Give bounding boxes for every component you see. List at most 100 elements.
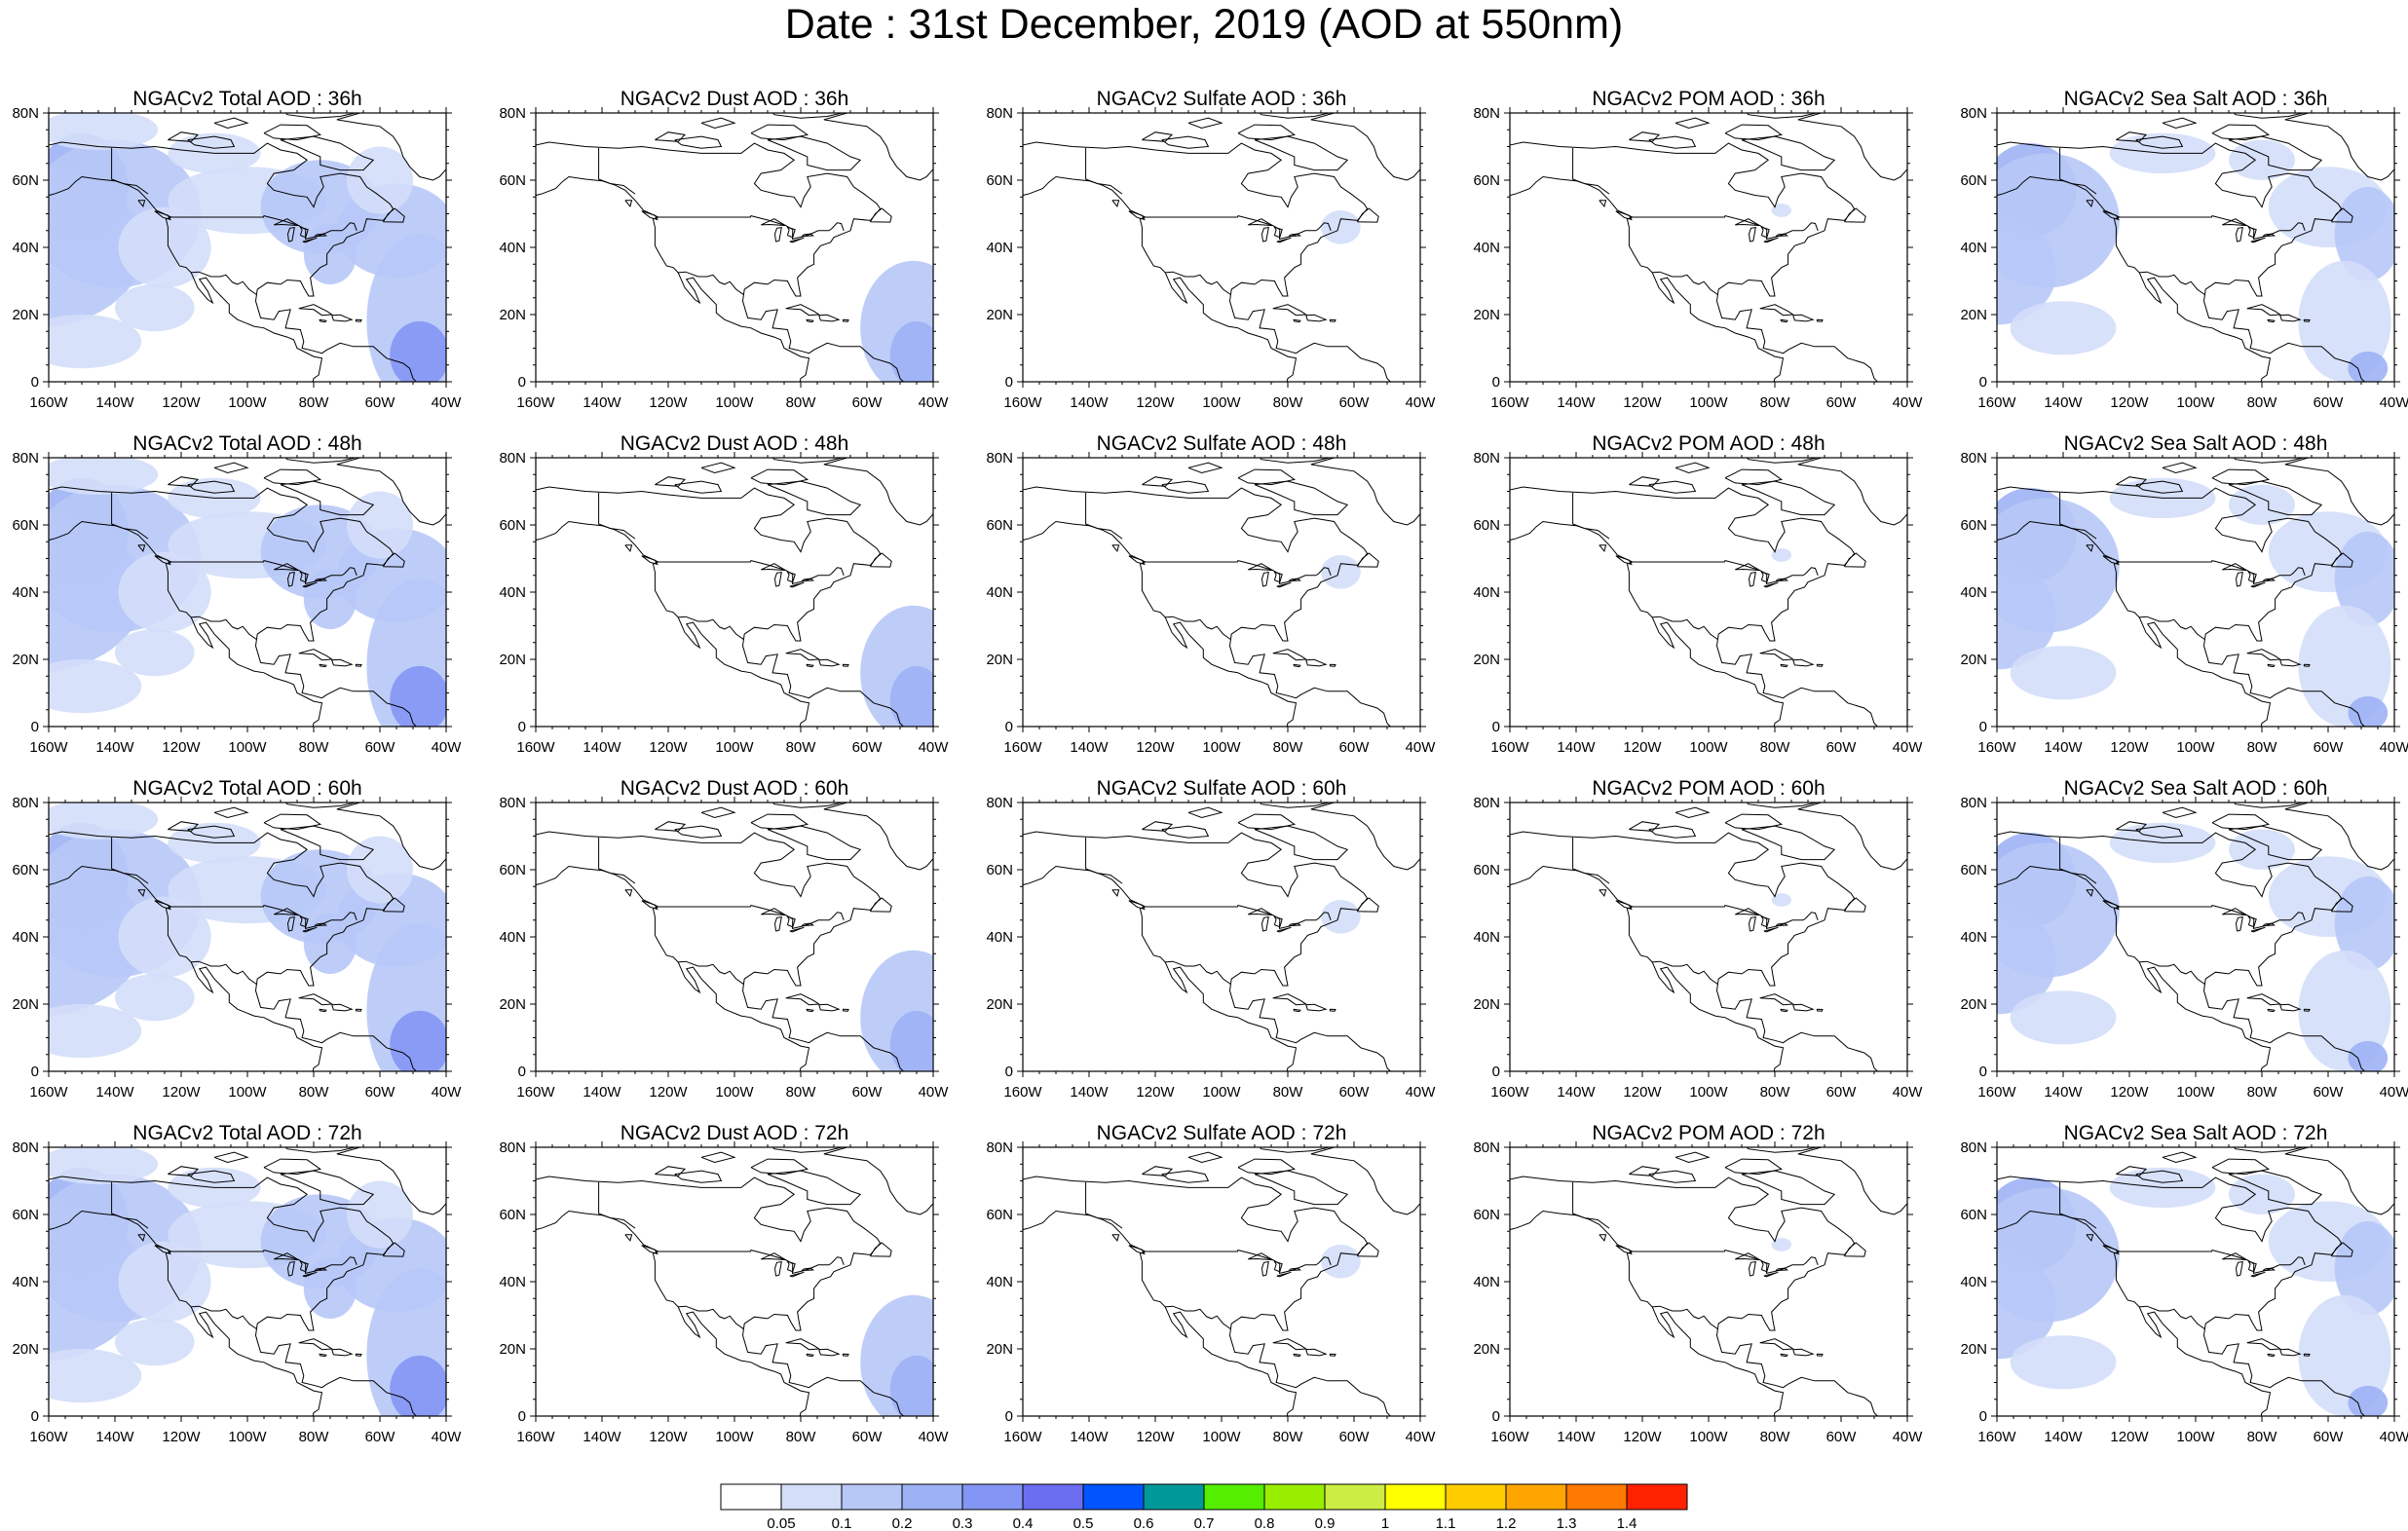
island-coastline	[2116, 476, 2148, 487]
y-tick-label: 0	[1005, 1408, 1013, 1425]
island-coastline	[1237, 813, 1297, 831]
island-coastline	[331, 314, 354, 322]
north-america-coastline	[49, 1176, 418, 1416]
north-america-coastline	[1510, 486, 1879, 727]
aod-shading	[2010, 990, 2117, 1045]
island-coastline	[806, 1353, 814, 1358]
x-tick-label: 120W	[1623, 739, 1662, 756]
y-tick-label: 80N	[986, 795, 1013, 811]
colorbar-label: 1.4	[1617, 1515, 1637, 1531]
panel-title: NGACv2 POM AOD : 48h	[1592, 432, 1825, 455]
y-tick-label: 80N	[499, 450, 526, 467]
panel-title: NGACv2 Total AOD : 60h	[132, 777, 362, 800]
coastlines	[1510, 458, 1907, 727]
great-lakes-outline	[273, 563, 299, 572]
colorbar: 0.05 0.1 0.2 0.3 0.4 0.5 0.6 0.7 0.8 0.9 1 1.1 1.2 1.…	[720, 1483, 1688, 1531]
x-tick-label: 120W	[1136, 1084, 1175, 1101]
great-lakes-outline	[2235, 916, 2243, 932]
aod-shading	[2229, 1174, 2295, 1214]
y-tick-label: 60N	[1960, 862, 1987, 878]
aod-shading	[49, 512, 145, 672]
island-coastline	[1237, 468, 1297, 486]
y-tick-label: 80N	[986, 105, 1013, 122]
y-tick-label: 40N	[499, 929, 526, 946]
great-lakes-outline	[773, 1261, 782, 1277]
island-coastline	[213, 1151, 249, 1164]
x-tick-label: 100W	[1689, 739, 1728, 756]
x-tick-label: 140W	[95, 1084, 134, 1101]
great-lakes-outline	[1763, 237, 1779, 243]
island-coastline	[1792, 1003, 1815, 1012]
y-tick-label: 0	[31, 374, 39, 391]
island-coastline	[1254, 480, 1349, 516]
island-coastline	[1599, 544, 1607, 552]
island-coastline	[1615, 210, 1633, 221]
alaska-canada-border	[598, 492, 636, 540]
aod-shading	[366, 1268, 446, 1416]
island-coastline	[1615, 900, 1633, 911]
island-coastline	[1746, 113, 1819, 119]
y-tick-label: 60N	[986, 1207, 1013, 1223]
us-mexico-border	[190, 1305, 257, 1330]
island-coastline	[1615, 555, 1633, 566]
panel-title: NGACv2 Total AOD : 36h	[132, 88, 362, 110]
island-coastline	[1816, 1008, 1824, 1012]
x-tick-label: 40W	[2380, 1429, 2408, 1445]
aod-field	[1997, 132, 2394, 382]
y-tick-label: 80N	[499, 105, 526, 122]
island-coastline	[2102, 900, 2120, 911]
x-tick-label: 80W	[1760, 1084, 1791, 1101]
us-mexico-border	[1651, 1305, 1718, 1330]
aod-shading	[118, 896, 211, 978]
aod-shading	[49, 1147, 159, 1184]
island-coastline	[1293, 1353, 1301, 1358]
island-coastline	[187, 1170, 236, 1183]
y-tick-label: 20N	[1473, 307, 1500, 323]
us-mexico-border	[2138, 960, 2205, 986]
island-coastline	[280, 825, 375, 861]
great-lakes-outline	[2250, 581, 2266, 588]
island-coastline	[1843, 897, 1866, 913]
island-coastline	[2246, 649, 2282, 661]
x-tick-label: 120W	[649, 739, 688, 756]
x-tick-label: 60W	[2314, 394, 2345, 411]
us-canada-border	[2119, 215, 2306, 241]
x-tick-label: 120W	[2110, 394, 2149, 411]
aod-shading	[889, 665, 933, 727]
x-tick-label: 160W	[1003, 739, 1042, 756]
us-canada-border	[2119, 905, 2306, 930]
island-coastline	[2330, 1242, 2353, 1257]
island-coastline	[1816, 1353, 1824, 1357]
x-tick-label: 140W	[583, 394, 621, 411]
x-tick-label: 120W	[162, 394, 201, 411]
us-canada-border	[2119, 560, 2306, 585]
island-coastline	[624, 544, 633, 552]
x-tick-label: 140W	[2044, 739, 2083, 756]
island-coastline	[2233, 458, 2306, 464]
island-coastline	[355, 1353, 362, 1357]
x-tick-label: 80W	[1273, 1429, 1304, 1445]
y-tick-label: 60N	[1473, 862, 1500, 878]
alaska-canada-border	[111, 837, 149, 884]
island-coastline	[319, 1008, 327, 1013]
island-coastline	[641, 210, 658, 221]
x-tick-label: 60W	[365, 739, 396, 756]
island-coastline	[1746, 803, 1819, 808]
island-coastline	[1111, 1234, 1120, 1242]
us-mexico-border	[190, 616, 257, 641]
island-coastline	[842, 318, 849, 322]
island-coastline	[1187, 1151, 1223, 1164]
x-tick-label: 60W	[852, 1429, 884, 1445]
x-tick-label: 80W	[786, 1429, 817, 1445]
island-coastline	[1272, 304, 1308, 317]
y-tick-label: 80N	[499, 795, 526, 811]
x-tick-label: 100W	[1202, 739, 1241, 756]
y-tick-label: 80N	[1473, 105, 1500, 122]
island-coastline	[1648, 1170, 1697, 1183]
map-panel-dust-48h: NGACv2 Dust AOD : 48h 160W 140W 120W 100W 80W…	[491, 432, 978, 775]
x-tick-label: 140W	[1557, 1084, 1596, 1101]
island-coastline	[187, 480, 236, 494]
aod-field	[1771, 204, 1791, 217]
aod-shading	[2229, 829, 2295, 870]
colorbar-swatch	[1565, 1483, 1628, 1511]
